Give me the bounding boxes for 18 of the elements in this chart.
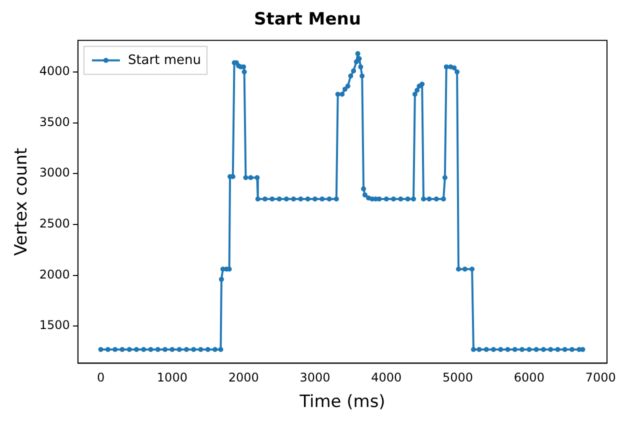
y-tick-label: 4000 [39, 64, 70, 78]
legend-label: Start menu [128, 52, 201, 68]
y-tick-label: 2000 [39, 267, 70, 282]
y-tick-label: 2500 [39, 216, 70, 231]
y-tick-label: 3000 [39, 166, 70, 180]
y-tick-label: 3500 [39, 114, 70, 129]
x-tick-label: 0 [96, 370, 105, 385]
x-axis-title: Time (ms) [298, 392, 386, 412]
x-tick-label: 1000 [156, 370, 188, 385]
x-tick-label: 3000 [300, 370, 330, 385]
chart-title: Start Menu [254, 10, 361, 30]
x-tick-label: 7000 [585, 370, 616, 385]
x-tick-label: 4000 [371, 370, 402, 385]
y-tick-label: 1500 [39, 318, 70, 332]
y-axis-title: Vertex count [12, 147, 32, 256]
x-tick-label: 6000 [514, 370, 544, 385]
x-tick-label: 5000 [442, 370, 474, 385]
x-tick-label: 2000 [228, 370, 259, 385]
